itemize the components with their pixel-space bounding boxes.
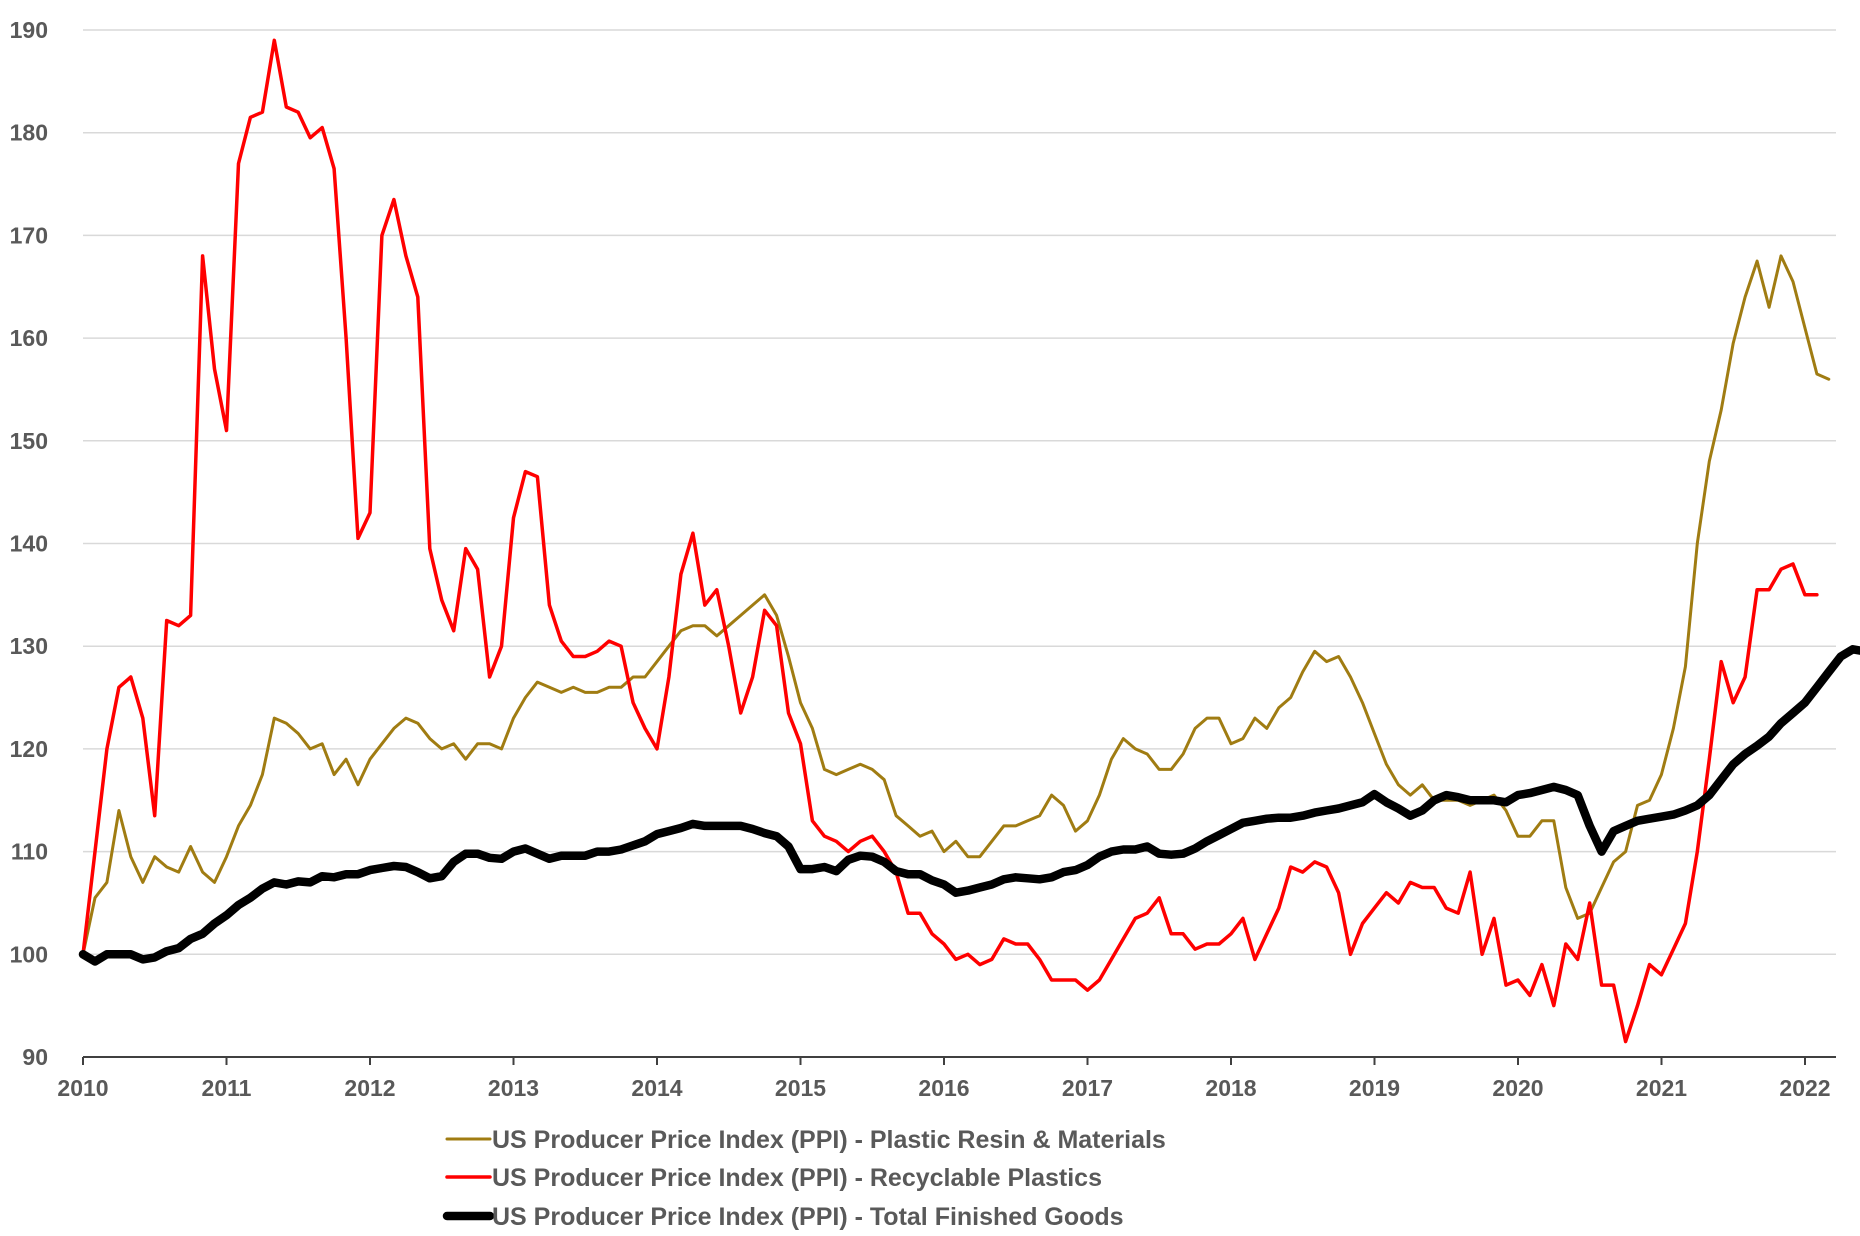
y-tick-label: 100 [10,941,48,967]
x-tick-label: 2013 [488,1075,539,1101]
y-tick-label: 90 [22,1044,48,1070]
y-tick-label: 120 [10,736,48,762]
legend: US Producer Price Index (PPI) - Plastic … [442,1126,1166,1231]
gridlines [83,29,1836,956]
legend-label-recyclable-plastics: US Producer Price Index (PPI) - Recyclab… [492,1164,1102,1192]
series-line-total-finished-goods [78,645,1860,966]
x-tick-label: 2012 [344,1075,395,1101]
y-tick-label: 180 [10,120,48,146]
x-tick-label: 2022 [1779,1075,1830,1101]
x-tick-label: 2011 [202,1075,252,1101]
x-axis [82,1056,1836,1065]
y-tick-label: 140 [10,531,48,557]
y-tick-label: 130 [10,633,48,659]
series-lines [78,38,1860,1044]
x-tick-label: 2021 [1636,1075,1687,1101]
x-tick-label: 2019 [1349,1075,1400,1101]
y-tick-label: 160 [10,325,48,351]
x-tick-label: 2016 [918,1075,969,1101]
series-line-recyclable-plastics [81,38,1819,1044]
y-tick-label: 110 [11,839,48,865]
x-tick-label: 2014 [631,1075,682,1101]
legend-label-plastic-resin: US Producer Price Index (PPI) - Plastic … [492,1126,1166,1154]
series-line-plastic-resin [81,254,1831,956]
y-tick-label: 150 [10,428,48,454]
x-tick-label: 2017 [1062,1075,1113,1101]
y-axis-tick-labels: 90 100 110 120 130 140 150 160 170 180 190 [10,17,48,1070]
y-tick-label: 190 [10,17,48,43]
legend-label-total-finished-goods: US Producer Price Index (PPI) - Total Fi… [492,1203,1124,1231]
x-tick-label: 2010 [57,1075,108,1101]
x-axis-tick-labels: 2010 2011 2012 2013 2014 2015 2016 2017 2018 2019… [57,1075,1830,1101]
x-tick-label: 2018 [1205,1075,1256,1101]
x-tick-label: 2015 [775,1075,826,1101]
y-tick-label: 170 [10,222,48,248]
x-tick-label: 2020 [1492,1075,1543,1101]
